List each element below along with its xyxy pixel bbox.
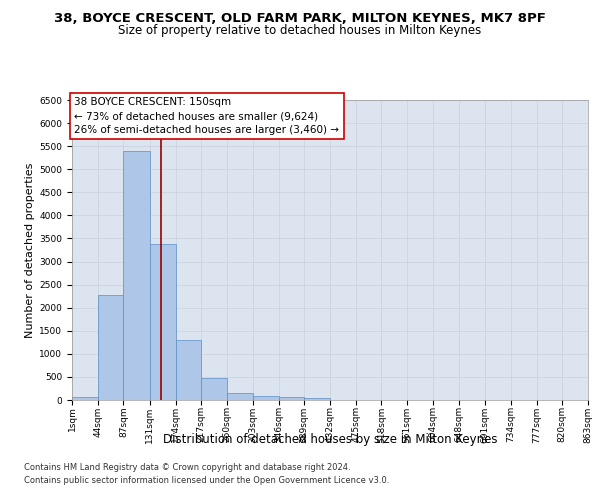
Bar: [176, 340, 201, 400]
Text: Contains HM Land Registry data © Crown copyright and database right 2024.: Contains HM Land Registry data © Crown c…: [24, 464, 350, 472]
Text: Contains public sector information licensed under the Open Government Licence v3: Contains public sector information licen…: [24, 476, 389, 485]
Text: Size of property relative to detached houses in Milton Keynes: Size of property relative to detached ho…: [118, 24, 482, 37]
Bar: [304, 398, 330, 400]
Text: 38 BOYCE CRESCENT: 150sqm
← 73% of detached houses are smaller (9,624)
26% of se: 38 BOYCE CRESCENT: 150sqm ← 73% of detac…: [74, 97, 340, 135]
Bar: [72, 397, 98, 400]
Text: 38, BOYCE CRESCENT, OLD FARM PARK, MILTON KEYNES, MK7 8PF: 38, BOYCE CRESCENT, OLD FARM PARK, MILTO…: [54, 12, 546, 26]
Text: Distribution of detached houses by size in Milton Keynes: Distribution of detached houses by size …: [163, 432, 497, 446]
Bar: [253, 396, 278, 400]
Bar: [278, 397, 304, 400]
Bar: [227, 392, 253, 400]
Bar: [124, 151, 150, 400]
Y-axis label: Number of detached properties: Number of detached properties: [25, 162, 35, 338]
Bar: [98, 295, 124, 400]
Bar: [201, 378, 227, 400]
Bar: [150, 244, 176, 400]
